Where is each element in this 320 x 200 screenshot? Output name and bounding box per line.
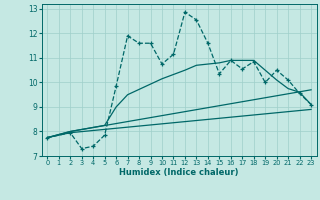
X-axis label: Humidex (Indice chaleur): Humidex (Indice chaleur)	[119, 168, 239, 177]
